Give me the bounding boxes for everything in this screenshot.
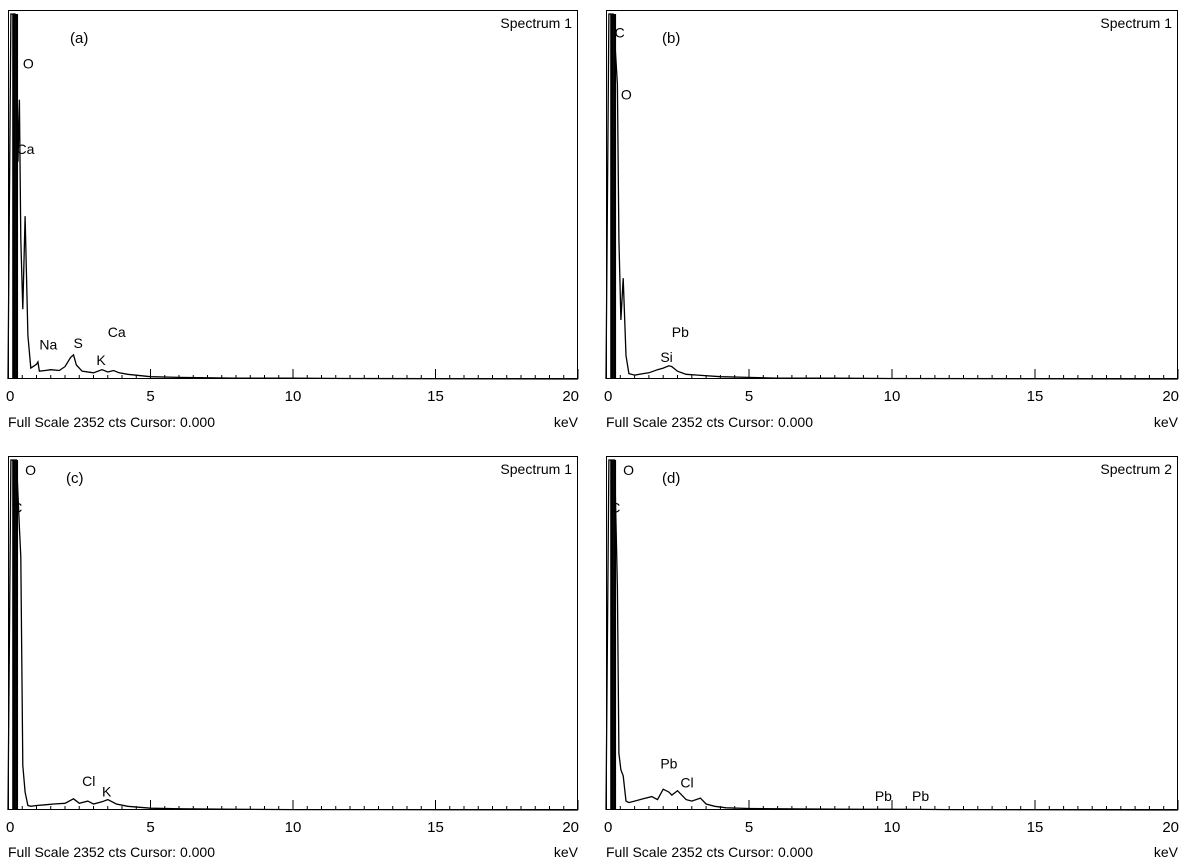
x-tick-label: 5 (146, 819, 154, 836)
spectrum-label: Spectrum 1 (500, 461, 572, 477)
x-tick-label: 5 (745, 819, 753, 836)
x-axis-unit: keV (553, 414, 578, 430)
eds-panel-d: 0 5 10 15 20 O C Pb Cl Pb Pb (d) Spectrum 2 Full S… (604, 456, 1179, 862)
x-tick-label: 10 (884, 819, 901, 836)
eds-panel-a: 0 5 10 15 20 O Ca Na S Ca K (a) Spectrum 1 Full Sc… (6, 10, 579, 438)
full-scale-readout: Full Scale 2352 cts Cursor: 0.000 (8, 844, 215, 860)
x-tick-label: 5 (146, 388, 154, 405)
element-label: Ca (17, 141, 35, 157)
x-tick-label: 15 (1027, 819, 1044, 836)
x-tick-label: 15 (1027, 388, 1044, 405)
element-label: C (615, 25, 625, 41)
x-tick-label: 0 (604, 388, 612, 405)
element-label: S (74, 335, 83, 351)
element-label: Cl (680, 775, 693, 791)
eds-panel-b: 0 5 10 15 20 C O Si Pb (b) Spectrum 1 Full Scale… (604, 10, 1179, 438)
panel-label: (c) (66, 470, 84, 487)
element-label: Pb (875, 788, 892, 804)
eds-panel-c: 0 5 10 15 20 O C Cl K (c) Spectrum 1 Full Scale … (6, 456, 579, 862)
x-tick-label: 0 (604, 819, 612, 836)
panel-label: (d) (662, 470, 681, 487)
element-label: Pb (672, 324, 689, 340)
x-tick-label: 15 (427, 388, 444, 405)
spectrum-trace (7, 459, 579, 811)
full-scale-readout: Full Scale 2352 cts Cursor: 0.000 (606, 844, 813, 860)
element-label: Ca (108, 324, 126, 340)
x-tick-label: 10 (285, 819, 302, 836)
x-tick-label: 15 (427, 819, 444, 836)
element-label: O (621, 87, 632, 103)
x-tick-label: 0 (6, 388, 14, 405)
x-tick-label: 5 (745, 388, 753, 405)
element-label: C (610, 499, 620, 515)
element-label: O (623, 462, 634, 478)
plot-frame (606, 456, 1178, 810)
x-axis-unit: keV (1153, 844, 1178, 860)
element-label: K (96, 352, 106, 368)
element-label: K (102, 784, 112, 800)
element-label: Pb (660, 755, 677, 771)
spectrum-plot: 0 5 10 15 20 O C Cl K (6, 459, 579, 836)
element-label: C (12, 499, 22, 515)
spectrum-trace (605, 13, 1179, 380)
x-tick-label: 20 (562, 388, 579, 405)
spectrum-trace (605, 459, 1179, 811)
spectrum-label: Spectrum 1 (500, 15, 572, 31)
x-tick-label: 20 (1162, 388, 1179, 405)
x-tick-label: 20 (1162, 819, 1179, 836)
element-label: Si (660, 349, 672, 365)
x-axis-unit: keV (553, 844, 578, 860)
plot-frame (606, 10, 1178, 379)
x-tick-label: 10 (884, 388, 901, 405)
full-scale-readout: Full Scale 2352 cts Cursor: 0.000 (8, 414, 215, 430)
x-tick-label: 10 (285, 388, 302, 405)
x-tick-label: 20 (562, 819, 579, 836)
panel-label: (a) (70, 30, 89, 47)
spectrum-label: Spectrum 1 (1100, 15, 1172, 31)
element-label: O (23, 56, 34, 72)
element-label: Na (39, 337, 57, 353)
element-label: Cl (82, 773, 95, 789)
element-label: O (25, 462, 36, 478)
plot-frame (8, 10, 578, 379)
panel-label: (b) (662, 30, 681, 47)
spectrum-trace (7, 13, 579, 380)
plot-frame (8, 456, 578, 810)
x-tick-label: 0 (6, 819, 14, 836)
full-scale-readout: Full Scale 2352 cts Cursor: 0.000 (606, 414, 813, 430)
spectrum-label: Spectrum 2 (1100, 461, 1172, 477)
x-axis-unit: keV (1153, 414, 1178, 430)
element-label: Pb (912, 788, 929, 804)
